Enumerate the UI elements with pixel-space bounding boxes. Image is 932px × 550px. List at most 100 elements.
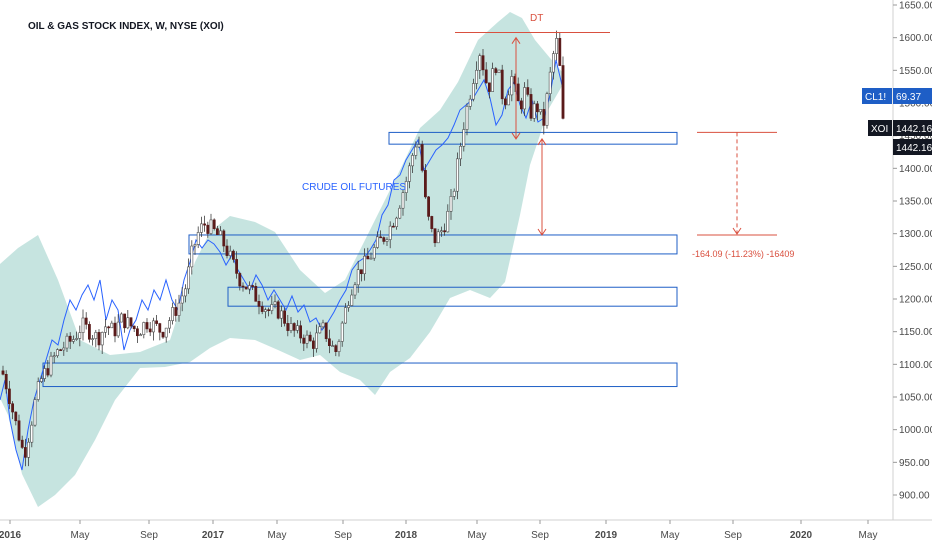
candle-body bbox=[36, 381, 40, 400]
candle-body bbox=[279, 310, 283, 319]
x-tick-label: Sep bbox=[140, 530, 158, 541]
y-tick-label: 1600.00 bbox=[899, 33, 932, 44]
candle-body bbox=[55, 349, 59, 357]
candle-body bbox=[267, 309, 271, 311]
candle-body bbox=[356, 269, 360, 286]
candle-body bbox=[120, 313, 123, 323]
candle-body bbox=[49, 355, 53, 376]
candle-body bbox=[196, 232, 200, 245]
candle-body bbox=[1, 370, 5, 375]
candle-body bbox=[526, 87, 530, 95]
candle-body bbox=[539, 109, 543, 113]
candle-body bbox=[248, 285, 251, 290]
candle-body bbox=[65, 335, 69, 349]
candle-body bbox=[232, 250, 235, 260]
zone-1450 bbox=[388, 131, 678, 145]
arrow-head-down bbox=[537, 228, 547, 236]
y-tick-label: 1300.00 bbox=[899, 229, 932, 240]
crude-oil-series bbox=[0, 59, 563, 471]
candle-body bbox=[459, 145, 463, 160]
candle-body bbox=[414, 146, 418, 156]
price-badges: CL1! 69.37 XOI 1442.16 1442.16 bbox=[862, 88, 932, 155]
bollinger-band bbox=[0, 12, 562, 507]
x-tick-label: May bbox=[71, 530, 90, 541]
candle-body bbox=[14, 411, 18, 422]
candle-body bbox=[519, 100, 523, 110]
candle-body bbox=[263, 309, 267, 312]
candle-body bbox=[452, 190, 456, 197]
candle-body bbox=[136, 328, 139, 337]
candle-body bbox=[27, 441, 31, 458]
candle-body bbox=[286, 323, 290, 331]
candle-body bbox=[100, 332, 104, 346]
candle-body bbox=[551, 53, 555, 73]
candle-body bbox=[273, 301, 277, 305]
x-tick-label: 2020 bbox=[790, 530, 813, 541]
candle-body bbox=[75, 338, 79, 340]
candle-body bbox=[200, 223, 203, 233]
candle-body bbox=[222, 230, 226, 247]
candle-body bbox=[104, 326, 107, 333]
candle-body bbox=[116, 321, 120, 337]
candle-body bbox=[62, 347, 66, 351]
candle-body bbox=[433, 228, 437, 244]
candle-body bbox=[94, 332, 98, 339]
candle-body bbox=[491, 68, 495, 92]
candle-body bbox=[423, 170, 427, 198]
candle-body bbox=[126, 317, 130, 329]
y-tick-label: 1350.00 bbox=[899, 197, 932, 208]
zone-1290 bbox=[188, 234, 678, 255]
candle-body bbox=[52, 355, 56, 358]
candle-body bbox=[110, 322, 114, 329]
y-axis: 1650.001600.001550.001500.001450.001400.… bbox=[892, 0, 932, 520]
candle-body bbox=[228, 250, 232, 256]
price-candles bbox=[1, 30, 565, 467]
candle-body bbox=[68, 335, 72, 342]
candle-body bbox=[158, 323, 162, 333]
candle-body bbox=[113, 322, 117, 337]
candle-body bbox=[385, 239, 389, 242]
candle-body bbox=[331, 345, 335, 347]
candle-body bbox=[305, 334, 309, 344]
candle-body bbox=[529, 94, 533, 119]
candle-body bbox=[193, 244, 197, 247]
candle-body bbox=[43, 368, 47, 379]
y-tick-label: 1150.00 bbox=[899, 327, 932, 338]
candle-body bbox=[507, 94, 511, 106]
candle-body bbox=[494, 68, 498, 73]
candle-body bbox=[260, 306, 264, 312]
candle-body bbox=[315, 332, 319, 349]
badge-value-bg bbox=[893, 120, 932, 136]
badge-value-bg bbox=[893, 88, 932, 104]
candle-body bbox=[72, 339, 75, 342]
candle-body bbox=[171, 307, 175, 321]
candle-body bbox=[475, 69, 479, 84]
candle-body bbox=[129, 317, 133, 327]
candle-body bbox=[407, 165, 411, 182]
candle-body bbox=[350, 294, 354, 306]
candle-body bbox=[283, 310, 287, 324]
candle-body bbox=[219, 230, 223, 236]
candle-body bbox=[388, 225, 392, 240]
candle-body bbox=[471, 83, 475, 100]
candle-body bbox=[241, 285, 245, 288]
x-tick-label: May bbox=[859, 530, 878, 541]
candle-body bbox=[430, 216, 434, 229]
chart-title: OIL & GAS STOCK INDEX, W, NYSE (XOI) bbox=[28, 21, 224, 32]
candle-body bbox=[225, 245, 229, 256]
candle-body bbox=[257, 301, 261, 307]
candle-body bbox=[555, 38, 559, 54]
y-tick-label: 1400.00 bbox=[899, 164, 932, 175]
candle-body bbox=[446, 211, 450, 233]
candle-body bbox=[209, 219, 213, 234]
candle-body bbox=[270, 304, 274, 311]
candle-body bbox=[161, 331, 165, 338]
candle-body bbox=[59, 349, 63, 351]
candle-body bbox=[254, 286, 258, 302]
candle-body bbox=[503, 98, 507, 106]
candle-body bbox=[443, 230, 447, 233]
crude-oil-label: CRUDE OIL FUTURES bbox=[302, 182, 406, 193]
candle-body bbox=[81, 317, 85, 333]
arrow-head-up bbox=[511, 36, 521, 44]
badge-value-bg bbox=[893, 139, 932, 155]
